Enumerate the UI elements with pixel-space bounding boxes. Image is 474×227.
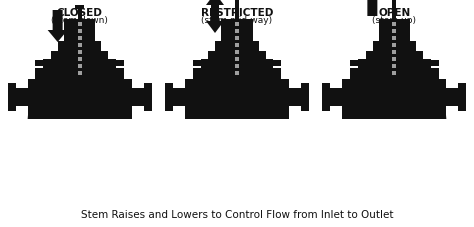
Bar: [392, 30, 396, 34]
FancyArrow shape: [47, 11, 68, 43]
Bar: [392, 0, 396, 20]
Bar: [78, 65, 82, 69]
Polygon shape: [27, 92, 132, 119]
Bar: [215, 42, 259, 52]
Bar: [358, 60, 431, 69]
Bar: [201, 60, 273, 69]
Text: (stem up): (stem up): [373, 16, 416, 25]
Bar: [27, 80, 132, 119]
Bar: [35, 61, 43, 67]
Bar: [36, 69, 124, 75]
Polygon shape: [185, 92, 289, 119]
Bar: [342, 80, 447, 119]
Bar: [75, 6, 84, 10]
Bar: [8, 83, 16, 112]
Bar: [78, 37, 82, 41]
Bar: [366, 52, 423, 60]
Bar: [78, 58, 82, 62]
Bar: [78, 51, 82, 55]
Bar: [116, 61, 124, 67]
Bar: [235, 58, 239, 62]
Bar: [235, 65, 239, 69]
Bar: [51, 52, 108, 60]
Bar: [235, 51, 239, 55]
Bar: [350, 69, 438, 80]
Bar: [392, 23, 396, 27]
FancyArrow shape: [206, 0, 224, 14]
Bar: [235, 44, 239, 48]
Bar: [165, 83, 173, 112]
Bar: [235, 23, 239, 27]
Bar: [193, 69, 281, 80]
FancyArrow shape: [362, 0, 383, 17]
Bar: [192, 61, 201, 67]
Bar: [235, 30, 239, 34]
Bar: [235, 0, 239, 20]
Bar: [392, 65, 396, 69]
Bar: [350, 69, 438, 75]
Bar: [458, 83, 466, 112]
Bar: [78, 10, 82, 20]
Bar: [64, 20, 95, 42]
Bar: [392, 72, 396, 76]
Text: OPEN: OPEN: [378, 8, 410, 18]
Text: RESTRICTED: RESTRICTED: [201, 8, 273, 18]
Bar: [379, 20, 410, 42]
Text: Stem Raises and Lowers to Control Flow from Inlet to Outlet: Stem Raises and Lowers to Control Flow f…: [81, 209, 393, 219]
Bar: [58, 42, 101, 52]
Bar: [392, 51, 396, 55]
Text: CLOSED: CLOSED: [57, 8, 102, 18]
Bar: [273, 61, 282, 67]
Polygon shape: [342, 92, 447, 119]
Bar: [36, 69, 124, 80]
Bar: [43, 60, 116, 69]
Bar: [301, 83, 309, 112]
Bar: [132, 89, 144, 106]
Bar: [78, 72, 82, 76]
Bar: [322, 83, 330, 112]
Bar: [373, 42, 416, 52]
Bar: [173, 89, 185, 106]
Bar: [193, 69, 281, 75]
Bar: [78, 44, 82, 48]
Bar: [392, 58, 396, 62]
Bar: [392, 44, 396, 48]
FancyArrow shape: [206, 14, 224, 34]
Bar: [16, 89, 27, 106]
Bar: [392, 37, 396, 41]
Bar: [235, 37, 239, 41]
Bar: [330, 89, 342, 106]
Bar: [289, 89, 301, 106]
Bar: [235, 72, 239, 76]
Bar: [144, 83, 152, 112]
Bar: [431, 61, 439, 67]
Bar: [350, 61, 358, 67]
Bar: [185, 80, 289, 119]
Bar: [221, 20, 253, 42]
Text: (stem mid-way): (stem mid-way): [201, 16, 273, 25]
Bar: [78, 30, 82, 34]
Text: (stem down): (stem down): [51, 16, 108, 25]
Bar: [209, 52, 265, 60]
Bar: [447, 89, 458, 106]
Bar: [78, 23, 82, 27]
